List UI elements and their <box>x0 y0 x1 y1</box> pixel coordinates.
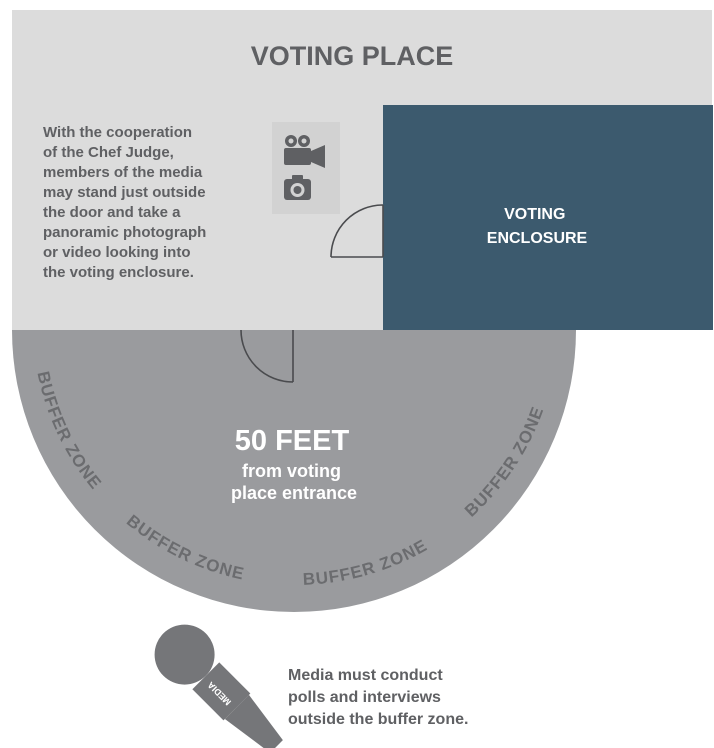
note-line: or video looking into <box>43 244 191 261</box>
media-rule-line: outside the buffer zone. <box>288 711 468 728</box>
video-camera-icon <box>284 135 325 168</box>
buffer-zone-area <box>12 330 576 612</box>
note-line: the door and take a <box>43 204 181 221</box>
enclosure-label-line: ENCLOSURE <box>487 230 588 247</box>
voting-place-title: VOTING PLACE <box>251 41 454 71</box>
caption-line: place entrance <box>231 483 357 503</box>
note-line: With the cooperation <box>43 124 192 141</box>
caption-line: from voting <box>242 461 341 481</box>
note-line: may stand just outside <box>43 184 206 201</box>
media-rule-line: polls and interviews <box>288 689 441 706</box>
media-rule-text: Media must conduct polls and interviews … <box>288 667 468 728</box>
buffer-distance: 50 FEET <box>235 425 350 457</box>
enclosure-door <box>330 204 384 258</box>
entrance-door <box>240 329 294 383</box>
note-line: panoramic photograph <box>43 224 206 241</box>
photo-camera-icon <box>284 175 311 200</box>
note-line: the voting enclosure. <box>43 264 194 281</box>
microphone-icon: MEDIA <box>154 624 283 748</box>
voting-enclosure <box>383 105 713 330</box>
note-line: members of the media <box>43 164 203 181</box>
media-access-note: With the cooperation of the Chef Judge, … <box>43 124 211 281</box>
voting-enclosure-label: VOTING ENCLOSURE <box>487 206 588 247</box>
buffer-distance-caption: from voting place entrance <box>231 461 357 503</box>
media-rule-line: Media must conduct <box>288 667 443 684</box>
enclosure-label-line: VOTING <box>504 206 565 223</box>
note-line: of the Chef Judge, <box>43 144 174 161</box>
